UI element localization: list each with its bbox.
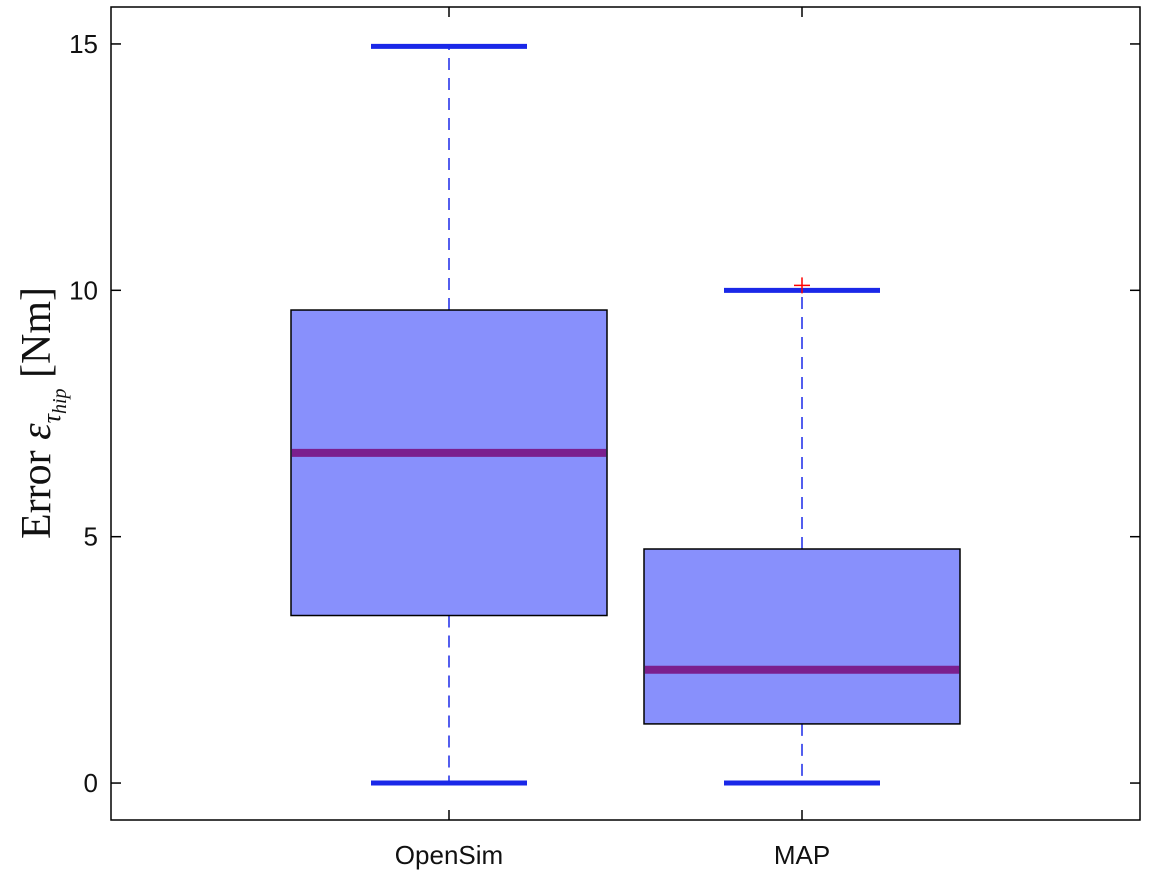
x-tick-label: OpenSim [395,840,503,870]
x-axis-ticks: OpenSim MAP [395,7,830,870]
y-axis-label-sub-symbol: τ [37,412,66,423]
y-axis-label-unit: [Nm] [14,287,60,388]
plot-area [110,6,1141,821]
x-tick-label: MAP [774,840,830,870]
box-group-opensim [290,43,608,786]
y-axis-label-symbol: ε [14,423,60,440]
y-axis-label-sub-text: hip [49,388,71,414]
outlier-marker [794,277,810,294]
box-group-map [643,277,961,786]
y-axis-label-prefix: Error [14,440,60,539]
chart-marks [290,43,961,786]
iqr-box [290,309,608,617]
y-tick-label: 10 [69,275,98,305]
y-tick-label: 15 [69,29,98,59]
y-axis-label: Error ετhip [Nm] [14,287,71,539]
y-tick-label: 5 [84,522,98,552]
iqr-box [643,548,961,725]
y-axis-ticks: 0 5 10 15 [69,29,1140,798]
y-tick-label: 0 [84,768,98,798]
